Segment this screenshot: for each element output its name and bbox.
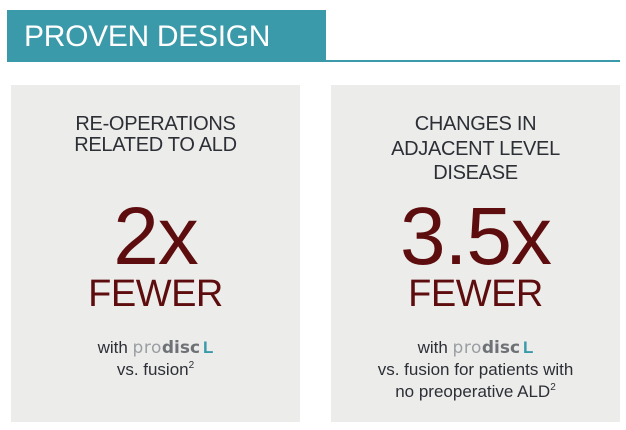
prodisc-logo: prodisc L bbox=[452, 338, 534, 358]
brand-l: L bbox=[523, 338, 534, 357]
stat-qualifier: FEWER bbox=[408, 273, 543, 315]
footnote-marker: 2 bbox=[550, 382, 556, 393]
comparison-text: vs. fusion for patients with bbox=[377, 360, 574, 379]
stat-heading-line: CHANGES IN bbox=[414, 113, 537, 135]
brand-disc: disc bbox=[161, 338, 201, 358]
footnote-marker: 2 bbox=[188, 360, 195, 371]
stat-heading: RE-OPERATIONS RELATED TO ALD bbox=[11, 114, 300, 156]
with-label: with bbox=[97, 338, 128, 357]
stat-value: 3.5x bbox=[400, 191, 552, 282]
comparison-text: no preoperative ALD bbox=[395, 382, 551, 401]
header-banner bbox=[7, 10, 326, 62]
stat-card-reoperations: RE-OPERATIONS RELATED TO ALD 2x FEWER wi… bbox=[11, 85, 300, 422]
stat-heading-line: RE-OPERATIONS bbox=[75, 113, 236, 135]
stat-heading-line: ADJACENT LEVEL bbox=[391, 137, 560, 160]
stat-card-adjacent-level-disease: CHANGES IN ADJACENT LEVEL DISEASE 3.5x F… bbox=[331, 85, 620, 422]
header-divider bbox=[326, 60, 620, 62]
brand-l: L bbox=[203, 338, 214, 357]
page-title: PROVEN DESIGN bbox=[24, 20, 271, 53]
brand-pro: pro bbox=[132, 338, 162, 358]
prodisc-logo: prodisc L bbox=[132, 338, 214, 358]
stat-description: with prodisc L vs. fusion2 bbox=[11, 337, 300, 381]
with-label: with bbox=[417, 338, 448, 357]
brand-pro: pro bbox=[452, 338, 482, 358]
stat-heading-line: RELATED TO ALD bbox=[74, 134, 237, 156]
brand-disc: disc bbox=[481, 338, 521, 358]
stat-qualifier: FEWER bbox=[88, 273, 223, 315]
comparison-text: vs. fusion bbox=[116, 360, 189, 379]
stat-value: 2x bbox=[113, 191, 199, 282]
stat-heading-line: DISEASE bbox=[433, 162, 518, 184]
stat-heading: CHANGES IN ADJACENT LEVEL DISEASE bbox=[331, 112, 620, 186]
stat-description: with prodisc L vs. fusion for patients wi… bbox=[331, 337, 620, 403]
